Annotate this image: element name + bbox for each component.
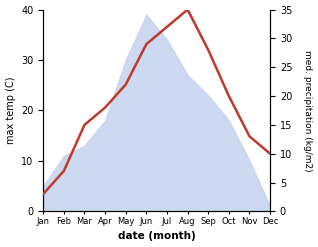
X-axis label: date (month): date (month) xyxy=(118,231,196,242)
Y-axis label: med. precipitation (kg/m2): med. precipitation (kg/m2) xyxy=(303,50,313,171)
Y-axis label: max temp (C): max temp (C) xyxy=(5,77,16,144)
